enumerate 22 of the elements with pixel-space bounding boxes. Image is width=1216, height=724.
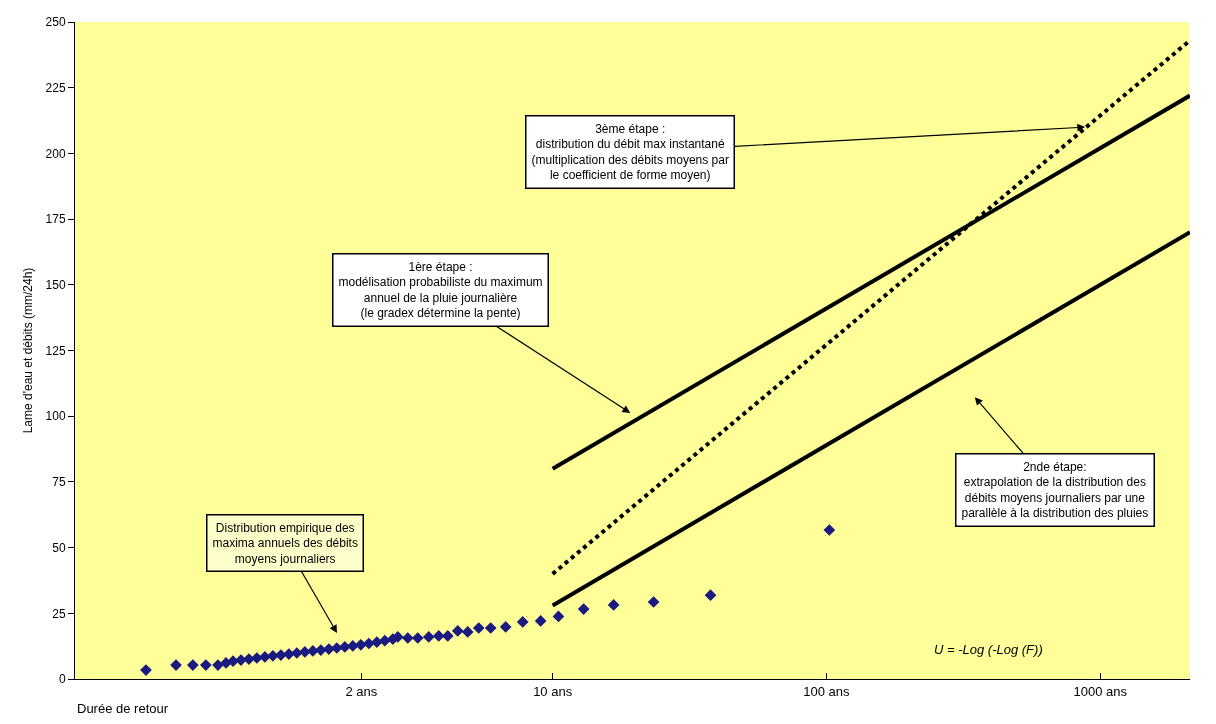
x-axis-title: Durée de retour bbox=[77, 701, 169, 716]
annotation: 1ère étape : modélisation probabiliste du maximum annuel de la pluie journalière (le gradex détermine la pente) bbox=[338, 259, 543, 321]
annotation: Distribution empirique des maxima annuels des débits moyens journaliers bbox=[212, 520, 358, 566]
y-tick-label: 25 bbox=[52, 606, 66, 621]
annotation: 3ème étape : distribution du débit max instantané (multiplication des débits moyens par le coefficient de forme moyen) bbox=[531, 121, 729, 183]
y-axis-title: Lame d'eau et débits (mm/24h) bbox=[20, 267, 35, 434]
y-tick-label: 225 bbox=[45, 80, 66, 95]
y-tick-label: 150 bbox=[45, 278, 66, 292]
y-tick-label: 100 bbox=[45, 409, 66, 424]
x-tick-label: 10 ans bbox=[533, 683, 573, 699]
x-tick-label: 1000 ans bbox=[1073, 683, 1128, 699]
y-tick-label: 0 bbox=[58, 672, 66, 687]
y-tick-label: 50 bbox=[52, 540, 66, 555]
y-tick-label: 250 bbox=[45, 15, 66, 30]
y-tick-label: 125 bbox=[45, 343, 66, 358]
x-tick-label: 100 ans bbox=[803, 683, 851, 699]
annotation: U = -Log (-Log (F)) bbox=[934, 642, 1043, 657]
y-tick-label: 175 bbox=[45, 212, 66, 227]
annotation: 2nde étape: extrapolation de la distribution des débits moyens journaliers par une parallèle à la distribution des pluies bbox=[961, 459, 1149, 521]
y-tick-label: 75 bbox=[52, 475, 66, 490]
x-tick-label: 2 ans bbox=[345, 683, 378, 699]
y-tick-label: 200 bbox=[45, 146, 66, 161]
